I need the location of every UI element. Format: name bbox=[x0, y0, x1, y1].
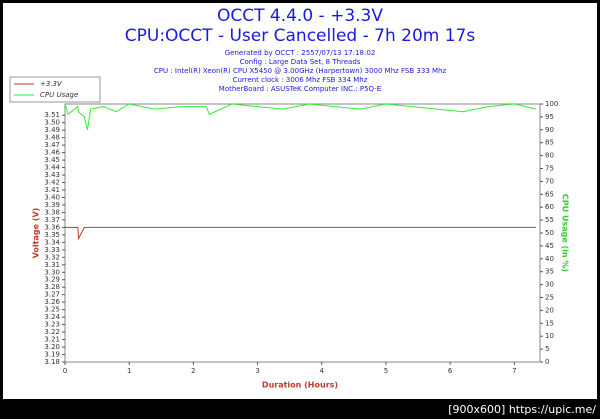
y2-tick-label: 100 bbox=[545, 100, 558, 108]
y2-tick-label: 25 bbox=[545, 294, 554, 302]
y2-tick-label: 95 bbox=[545, 113, 554, 121]
series-line bbox=[65, 226, 537, 241]
y-tick-label: 3.20 bbox=[44, 343, 60, 351]
y2-tick-label: 10 bbox=[545, 332, 554, 340]
info-line: CPU : Intel(R) Xeon(R) CPU X5450 @ 3.00G… bbox=[154, 67, 447, 75]
y-tick-label: 3.32 bbox=[44, 253, 60, 261]
y2-tick-label: 45 bbox=[545, 242, 554, 250]
y-tick-label: 3.48 bbox=[44, 134, 60, 142]
x-tick-label: 0 bbox=[63, 367, 67, 375]
x-tick-label: 6 bbox=[448, 367, 453, 375]
y-tick-label: 3.51 bbox=[44, 111, 60, 119]
info-line: Config : Large Data Set, 8 Threads bbox=[240, 58, 361, 66]
y-tick-label: 3.24 bbox=[44, 313, 60, 321]
y-tick-label: 3.42 bbox=[44, 179, 60, 187]
x-tick-label: 3 bbox=[255, 367, 259, 375]
y-tick-label: 3.36 bbox=[44, 223, 60, 231]
y-tick-label: 3.22 bbox=[44, 328, 60, 336]
y2-tick-label: 30 bbox=[545, 281, 554, 289]
y2-tick-label: 15 bbox=[545, 319, 554, 327]
y2-tick-label: 35 bbox=[545, 268, 554, 276]
x-tick-label: 2 bbox=[191, 367, 195, 375]
y-tick-label: 3.37 bbox=[44, 216, 60, 224]
y-tick-label: 3.43 bbox=[44, 171, 60, 179]
y-tick-label: 3.47 bbox=[44, 141, 60, 149]
y2-tick-label: 5 bbox=[545, 345, 549, 353]
y-tick-label: 3.25 bbox=[44, 306, 60, 314]
y-tick-label: 3.21 bbox=[44, 336, 60, 344]
y-tick-label: 3.30 bbox=[44, 268, 60, 276]
y2-tick-label: 90 bbox=[545, 126, 554, 134]
y2-tick-label: 65 bbox=[545, 190, 554, 198]
y-tick-label: 3.34 bbox=[44, 238, 60, 246]
y-tick-label: 3.19 bbox=[44, 351, 60, 359]
legend-label: CPU Usage bbox=[40, 91, 78, 99]
chart-title: OCCT 4.4.0 - +3.3V bbox=[217, 6, 383, 26]
legend-box bbox=[9, 76, 101, 103]
x-axis-label: Duration (Hours) bbox=[262, 381, 338, 390]
y-tick-label: 3.38 bbox=[44, 208, 60, 216]
chart-subtitle: CPU:OCCT - User Cancelled - 7h 20m 17s bbox=[125, 26, 476, 46]
y-tick-label: 3.46 bbox=[44, 149, 60, 157]
watermark: [900x600] https://upic.me/ bbox=[448, 403, 596, 416]
y-tick-label: 3.41 bbox=[44, 186, 60, 194]
y2-tick-label: 75 bbox=[545, 165, 554, 173]
y-tick-label: 3.49 bbox=[44, 126, 60, 134]
y-tick-label: 3.27 bbox=[44, 291, 60, 299]
y2-tick-label: 50 bbox=[545, 229, 554, 237]
y-tick-label: 3.39 bbox=[44, 201, 60, 209]
y-tick-label: 3.33 bbox=[44, 246, 60, 254]
y-tick-label: 3.50 bbox=[44, 119, 60, 127]
x-tick-label: 4 bbox=[320, 367, 325, 375]
y-tick-label: 3.29 bbox=[44, 276, 60, 284]
y-tick-label: 3.31 bbox=[44, 261, 60, 269]
y-tick-label: 3.23 bbox=[44, 321, 60, 329]
y2-tick-label: 85 bbox=[545, 139, 554, 147]
y2-axis-label: CPU Usage (in %) bbox=[561, 194, 570, 272]
y-tick-label: 3.44 bbox=[44, 164, 60, 172]
x-tick-label: 1 bbox=[127, 367, 131, 375]
y2-tick-label: 0 bbox=[545, 358, 549, 366]
y2-tick-label: 40 bbox=[545, 255, 554, 263]
series-line bbox=[64, 103, 537, 130]
y-tick-label: 3.26 bbox=[44, 298, 60, 306]
x-tick-label: 7 bbox=[512, 367, 516, 375]
y2-tick-label: 80 bbox=[545, 152, 554, 160]
info-line: MotherBoard : ASUSTeK Computer INC.: P5Q… bbox=[219, 85, 381, 93]
y-axis-label: Voltage (V) bbox=[32, 208, 41, 259]
y2-tick-label: 60 bbox=[545, 203, 554, 211]
y2-tick-label: 20 bbox=[545, 306, 554, 314]
x-tick-label: 5 bbox=[384, 367, 388, 375]
watermark-bar bbox=[440, 400, 600, 419]
y-tick-label: 3.35 bbox=[44, 231, 60, 239]
y-tick-label: 3.45 bbox=[44, 156, 60, 164]
y2-tick-label: 70 bbox=[545, 177, 554, 185]
y2-tick-label: 55 bbox=[545, 216, 554, 224]
plot-area bbox=[64, 103, 541, 363]
legend-label: +3.3V bbox=[40, 80, 63, 88]
info-line: Generated by OCCT : 2557/07/13 17:18:02 bbox=[225, 49, 376, 57]
info-line: Current clock : 3006 Mhz FSB 334 Mhz bbox=[233, 76, 368, 84]
y-tick-label: 3.40 bbox=[44, 193, 60, 201]
y-tick-label: 3.28 bbox=[44, 283, 60, 291]
y-tick-label: 3.18 bbox=[44, 358, 60, 366]
